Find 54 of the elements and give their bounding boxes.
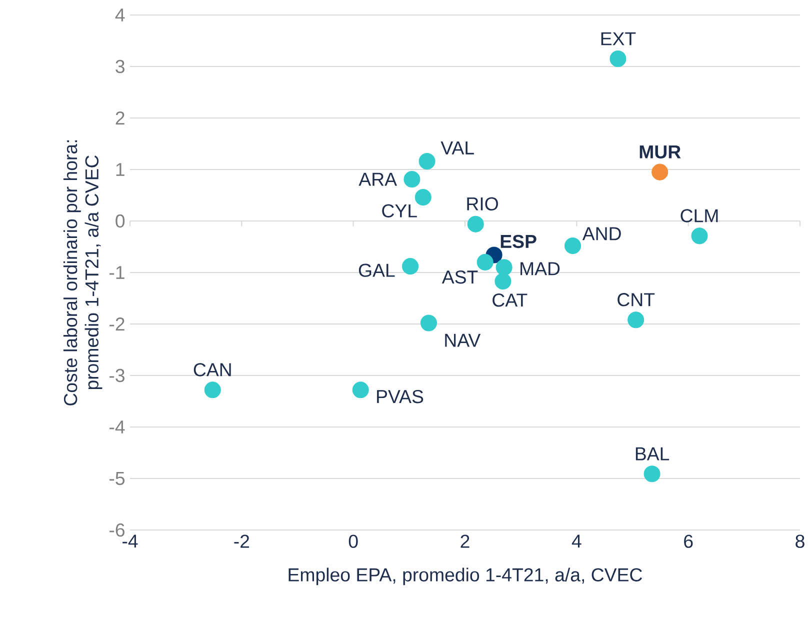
series-label: EXT <box>601 32 636 46</box>
series-label: RIO <box>467 197 498 210</box>
series-label: CYL <box>382 204 417 218</box>
y-tick-label: 2 <box>116 111 124 125</box>
series-label: BAL <box>636 447 670 460</box>
series-label: CNT <box>618 293 655 306</box>
y-tick-label: 0 <box>116 214 125 228</box>
point <box>418 152 436 170</box>
point <box>414 189 432 206</box>
series-label: CAT <box>492 294 528 307</box>
x-tick-label: -2 <box>234 534 250 548</box>
series-label: PVAS <box>377 390 424 404</box>
x-tick-label: 6 <box>684 534 693 548</box>
point <box>610 50 626 68</box>
point <box>402 258 419 275</box>
y-tick-label: -3 <box>110 368 124 382</box>
y-tick-label: -6 <box>110 523 124 537</box>
series-label: GAL <box>358 264 395 277</box>
point <box>496 259 512 276</box>
y-tick-label: -5 <box>110 472 125 486</box>
y-tick-label: 4 <box>115 8 125 22</box>
y-tick-label: -4 <box>110 420 125 434</box>
series-label: NAV <box>445 334 481 347</box>
y-axis-title: Coste laboral ordinario por hora: promedio 1-4T21, a/a CVEC <box>63 140 102 406</box>
series-label: CAN <box>194 363 231 376</box>
series-label: VAL <box>440 141 474 154</box>
y-tick-label: 3 <box>116 60 124 74</box>
x-axis-title: Empleo EPA, promedio 1-4T21, a/a, CVEC <box>288 568 642 586</box>
point <box>476 254 494 270</box>
y-tick-label: -1 <box>110 266 124 279</box>
point <box>404 171 420 188</box>
point <box>652 164 668 180</box>
x-tick-label: 8 <box>796 534 804 548</box>
series-label: AND <box>582 227 621 240</box>
series-label: ARA <box>358 172 397 186</box>
point <box>691 228 708 244</box>
point <box>628 312 644 328</box>
x-tick-label: 2 <box>460 534 470 548</box>
point <box>352 382 369 398</box>
point <box>204 382 221 398</box>
point <box>494 272 512 290</box>
y-tick-label: 1 <box>116 163 124 176</box>
point <box>564 237 582 254</box>
series-label: CLM <box>680 209 718 222</box>
series-label: ESP <box>500 234 536 248</box>
x-tick-label: 4 <box>572 534 582 548</box>
series-label: AST <box>442 270 478 284</box>
series-label: MUR <box>640 145 681 158</box>
y-tick-label: -2 <box>110 317 124 331</box>
point <box>644 466 660 482</box>
x-tick-label: 0 <box>348 534 358 548</box>
point <box>420 314 437 332</box>
point <box>467 216 484 232</box>
series-label: MAD <box>520 262 560 276</box>
